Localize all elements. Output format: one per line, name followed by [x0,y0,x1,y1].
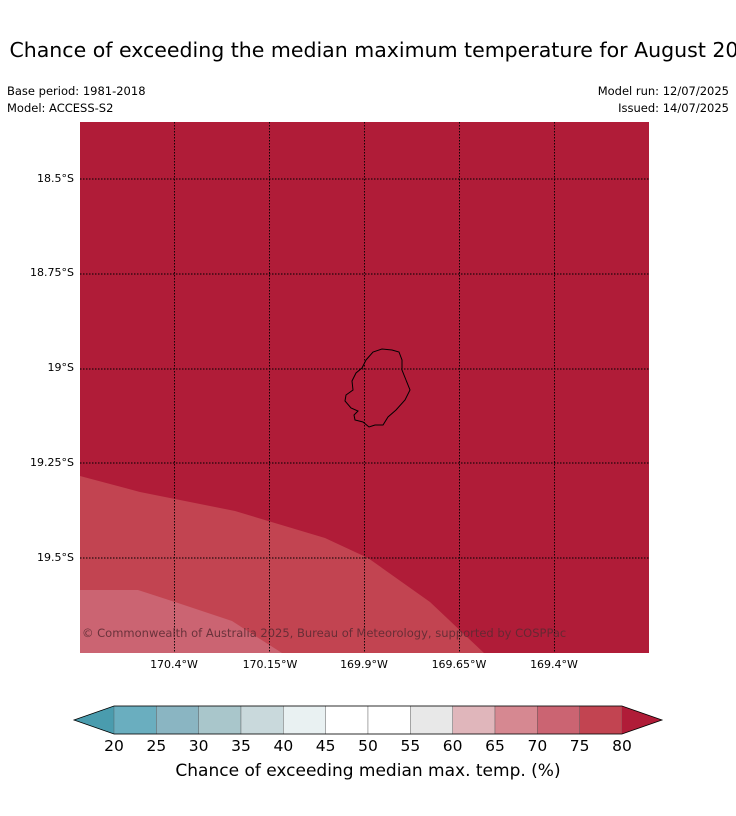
lon-label-2: 170.15°W [242,658,298,671]
colorbar-tick-label: 35 [231,737,251,755]
lat-label-5: 19.5°S [37,551,74,564]
colorbar-cell-20 [113,705,157,735]
colorbar-tick-label: 40 [273,737,294,755]
colorbar-cells [113,705,623,735]
colorbar-tick-label: 20 [104,737,124,755]
colorbar [72,705,664,735]
colorbar-title: Chance of exceeding median max. temp. (%… [175,761,561,781]
lat-label-1: 18.5°S [37,172,74,185]
lon-label-5: 169.4°W [530,658,578,671]
colorbar-cell-25 [156,705,199,735]
colorbar-cell-70 [537,705,580,735]
contour-70 [80,590,282,653]
colorbar-tick-label: 45 [315,737,336,755]
colorbar-outline [72,705,664,735]
island-outline [344,348,411,428]
colorbar-cell-50 [367,705,411,735]
colorbar-cell-65 [494,705,538,735]
model-run: Model run: 12/07/2025 [597,84,729,98]
colorbar-tick-label: 75 [569,737,590,755]
lat-label-2: 18.75°S [30,266,74,279]
colorbar-tick-label: 30 [188,737,209,755]
colorbar-cell-30 [198,705,242,735]
colorbar-cell-35 [240,705,284,735]
colorbar-tick-label: 50 [358,737,378,755]
model-name: Model: ACCESS-S2 [7,101,114,115]
meta-right: Model run: 12/07/2025 Issued: 14/07/2025 [598,83,729,117]
lat-label-4: 19.25°S [30,456,74,469]
graticule [80,122,649,653]
lon-label-1: 170.4°W [150,658,198,671]
base-period: Base period: 1981-2018 [7,84,146,98]
colorbar-high-extend [622,706,662,734]
map-title: Chance of exceeding the median maximum t… [9,38,736,62]
colorbar-cell-45 [325,705,369,735]
colorbar-cell-60 [452,705,496,735]
issued-date: Issued: 14/07/2025 [618,101,729,115]
colorbar-tick-label: 25 [146,737,167,755]
colorbar-low-extend [74,706,114,734]
lon-label-4: 169.65°W [431,658,487,671]
lat-label-3: 19°S [47,361,74,374]
lon-label-3: 169.9°W [340,658,388,671]
colorbar-cell-75 [579,705,623,735]
meta-left: Base period: 1981-2018 Model: ACCESS-S2 [7,83,146,117]
colorbar-tick-label: 60 [442,737,463,755]
colorbar-tick-label: 55 [400,737,421,755]
colorbar-tick-label: 65 [485,737,505,755]
colorbar-tick-label: 80 [612,737,632,755]
copyright-notice: © Commonwealth of Australia 2025, Bureau… [82,626,567,640]
colorbar-tick-label: 70 [527,737,548,755]
colorbar-cell-40 [283,705,326,735]
colorbar-cell-55 [410,705,453,735]
